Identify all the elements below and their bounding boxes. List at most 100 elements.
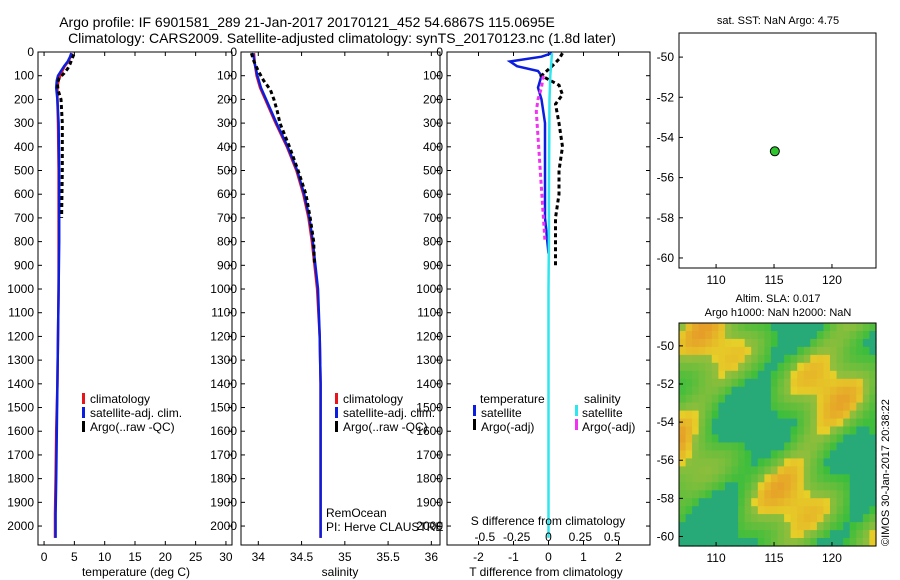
- map-y-tick-label-map-sst: -60: [657, 251, 675, 265]
- sla-cell: [705, 378, 713, 388]
- sla-cell: [679, 458, 687, 467]
- sla-cell: [777, 426, 785, 436]
- sla-cell: [679, 538, 687, 547]
- sla-cell: [692, 346, 700, 356]
- sla-cell: [731, 490, 739, 499]
- sla-cell: [790, 346, 798, 356]
- series-line-difference-2: [547, 53, 554, 538]
- imos-stamp: ©IMOS 30-Jan-2017 20:38:22: [880, 399, 892, 546]
- sla-cell: [725, 426, 733, 436]
- sla-cell: [757, 458, 765, 467]
- sla-cell: [830, 450, 838, 459]
- sla-cell: [816, 362, 825, 372]
- sla-cell: [777, 418, 785, 428]
- sla-cell: [731, 394, 739, 404]
- sla-cell: [770, 354, 779, 364]
- sla-cell: [751, 418, 759, 428]
- sla-cell: [810, 410, 818, 420]
- sla-cell: [790, 426, 798, 436]
- sla-cell: [843, 466, 851, 475]
- sla-cell: [685, 323, 693, 332]
- sla-cell: [725, 442, 733, 452]
- sla-cell: [711, 402, 719, 412]
- legend-marker-salinity-0: [335, 393, 338, 404]
- sla-cell: [803, 386, 811, 396]
- sla-cell: [856, 466, 864, 475]
- x-tick-label-temperature: 10: [98, 550, 112, 564]
- sla-cell: [810, 538, 818, 547]
- temp-legend-1: climatology: [90, 392, 150, 406]
- sla-cell: [849, 386, 857, 396]
- sla-cell: [777, 514, 785, 523]
- y-tick-label-salinity: 400: [217, 140, 237, 154]
- sla-cell: [803, 323, 811, 332]
- temp-legend-3: Argo(..raw -QC): [90, 420, 175, 434]
- sla-cell: [836, 370, 844, 380]
- y-tick-label-salinity: 1700: [210, 448, 237, 462]
- x2-tick-label: -0.25: [503, 530, 531, 544]
- y-tick-label-salinity: 900: [217, 258, 237, 272]
- sla-cell: [849, 402, 857, 412]
- sla-cell: [830, 386, 838, 396]
- y-tick-label-salinity: 1300: [210, 353, 237, 367]
- y-tick-label-temperature: 900: [14, 258, 34, 272]
- sla-cell: [757, 410, 765, 420]
- sla-cell: [803, 354, 811, 364]
- y-tick-label-temperature: 2000: [7, 519, 34, 533]
- y-tick-label-difference: 400: [423, 140, 443, 154]
- sla-cell: [843, 450, 851, 459]
- sla-cell: [698, 418, 706, 428]
- sla-cell: [810, 402, 818, 412]
- sla-cell: [830, 474, 838, 483]
- sla-cell: [862, 354, 871, 364]
- sla-cell: [777, 394, 785, 404]
- sla-cell: [744, 323, 752, 332]
- sla-cell: [698, 410, 706, 420]
- sla-cell: [731, 362, 739, 372]
- sla-cell: [744, 482, 752, 491]
- sla-cell: [784, 458, 792, 467]
- sla-cell: [810, 458, 818, 467]
- sla-cell: [823, 474, 831, 483]
- sla-cell: [711, 530, 719, 539]
- sla-cell: [810, 338, 818, 348]
- sla-cell: [764, 474, 772, 483]
- sla-cell: [751, 514, 759, 523]
- sla-cell: [770, 490, 779, 499]
- sla-cell: [830, 362, 838, 372]
- sla-cell: [731, 442, 739, 452]
- sla-cell: [698, 474, 706, 483]
- sla-cell: [803, 394, 811, 404]
- sla-cell: [731, 378, 739, 388]
- sla-cell: [698, 490, 706, 499]
- sla-cell: [725, 474, 733, 483]
- sla-cell: [751, 362, 759, 372]
- sla-cell: [698, 354, 706, 364]
- sla-cell: [816, 426, 825, 436]
- sla-cell: [751, 482, 759, 491]
- sla-cell: [843, 402, 851, 412]
- x-tick-label-difference: 1: [580, 550, 587, 564]
- sla-cell: [705, 394, 713, 404]
- sla-cell: [836, 331, 844, 340]
- sla-cell: [751, 506, 759, 515]
- sla-cell: [830, 394, 838, 404]
- sla-cell: [738, 474, 746, 483]
- sla-cell: [744, 498, 752, 507]
- sla-cell: [757, 530, 765, 539]
- sla-cell: [790, 466, 798, 475]
- sla-cell: [777, 386, 785, 396]
- sla-cell: [784, 418, 792, 428]
- sla-cell: [836, 522, 844, 531]
- sla-cell: [757, 402, 765, 412]
- sla-cell: [836, 474, 844, 483]
- sla-cell: [843, 338, 851, 348]
- sla-cell: [764, 394, 772, 404]
- map-x-tick-label-map-sst: 115: [764, 273, 783, 287]
- sla-cell: [738, 323, 746, 332]
- sla-cell: [830, 482, 838, 491]
- sla-cell: [718, 506, 726, 515]
- sla-cell: [731, 506, 739, 515]
- sla-cell: [692, 362, 700, 372]
- sla-cell: [751, 450, 759, 459]
